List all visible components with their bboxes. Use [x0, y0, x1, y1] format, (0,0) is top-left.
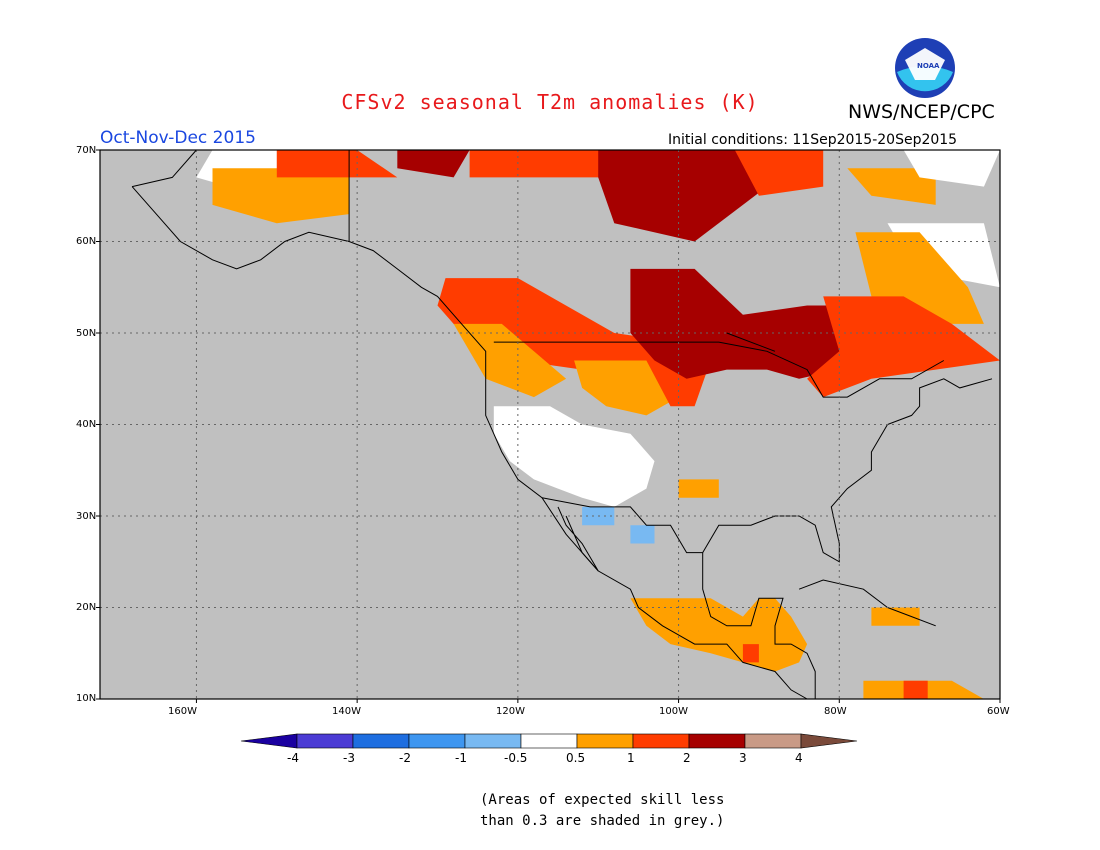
skill-note: (Areas of expected skill less than 0.3 a… [480, 790, 724, 832]
lon-label: 160W [168, 706, 197, 717]
lat-label: 20N [76, 602, 97, 613]
anomaly-patch [276, 150, 398, 178]
lon-label: 60W [987, 706, 1010, 717]
lon-label: 140W [332, 706, 361, 717]
colorbar [240, 733, 858, 749]
coastline [541, 497, 703, 554]
colorbar-tick-label: 1 [627, 751, 635, 765]
anomaly-patch [734, 150, 824, 196]
lon-label: 120W [496, 706, 525, 717]
colorbar-tick-label: -4 [287, 751, 299, 765]
lat-label: 50N [76, 328, 97, 339]
axis-ticks [96, 149, 1001, 703]
noaa-logo-text: NOAA [917, 62, 940, 70]
colorbar-tick-label: -3 [343, 751, 355, 765]
anomaly-patch [212, 168, 350, 224]
anomaly-patch [437, 278, 679, 379]
initial-conditions-label: Initial conditions: 11Sep2015-20Sep2015 [668, 132, 958, 148]
anomaly-patch [903, 150, 1000, 187]
colorbar-tick-label: -2 [399, 751, 411, 765]
lat-label: 60N [76, 236, 97, 247]
colorbar-swatch [632, 733, 690, 749]
colorbar-tick-label: 2 [683, 751, 691, 765]
chart-title: CFSv2 seasonal T2m anomalies (K) [341, 90, 759, 114]
coastline [702, 552, 816, 699]
lat-label: 10N [76, 693, 97, 704]
coastline [726, 332, 776, 352]
colorbar-tick-label: -0.5 [504, 751, 528, 765]
lon-label: 80W [824, 706, 847, 717]
lat-label: 70N [76, 145, 97, 156]
anomaly-patch [871, 607, 920, 626]
coastline [798, 579, 888, 608]
lat-label: 30N [76, 511, 97, 522]
coastline [557, 506, 599, 572]
coastline [131, 186, 808, 700]
lat-label: 40N [76, 419, 97, 430]
anomaly-patch [397, 150, 470, 178]
anomaly-patch [807, 296, 1000, 398]
colorbar-swatch [520, 733, 578, 749]
anomaly-patch [630, 525, 655, 544]
anomaly-patch [598, 150, 767, 242]
skill-note-line: (Areas of expected skill less [480, 792, 725, 808]
colorbar-max-arrow [800, 733, 858, 749]
colorbar-tick-label: -1 [455, 751, 467, 765]
coastline [131, 149, 197, 188]
anomaly-patch [630, 268, 872, 379]
anomaly-patch [847, 168, 936, 205]
colorbar-tick-label: 3 [739, 751, 747, 765]
skill-note-line: than 0.3 are shaded in grey.) [480, 813, 725, 829]
anomaly-patch [678, 479, 719, 498]
colorbar-swatch [744, 733, 802, 749]
colorbar-min-arrow [240, 733, 298, 749]
colorbar-swatch [408, 733, 466, 749]
agency-label: NWS/NCEP/CPC [848, 101, 995, 123]
anomaly-patch [493, 406, 655, 507]
noaa-logo [895, 38, 955, 98]
coastline [493, 341, 945, 398]
colorbar-swatch [464, 733, 522, 749]
anomaly-patch [630, 598, 808, 672]
colorbar-swatch [352, 733, 410, 749]
lon-label: 100W [659, 706, 688, 717]
anomaly-patch [574, 360, 679, 416]
coastline [887, 607, 936, 627]
anomaly-shading [196, 150, 1000, 699]
colorbar-swatch [576, 733, 634, 749]
anomaly-patch [903, 680, 928, 699]
anomaly-patch [453, 323, 567, 398]
colorbar-tick-label: 4 [795, 751, 803, 765]
colorbar-swatch [296, 733, 354, 749]
season-label: Oct-Nov-Dec 2015 [100, 128, 256, 148]
colorbar-swatch [688, 733, 746, 749]
gridlines [100, 150, 1000, 699]
anomaly-patch [742, 644, 759, 663]
colorbar-tick-label: 0.5 [566, 751, 586, 765]
